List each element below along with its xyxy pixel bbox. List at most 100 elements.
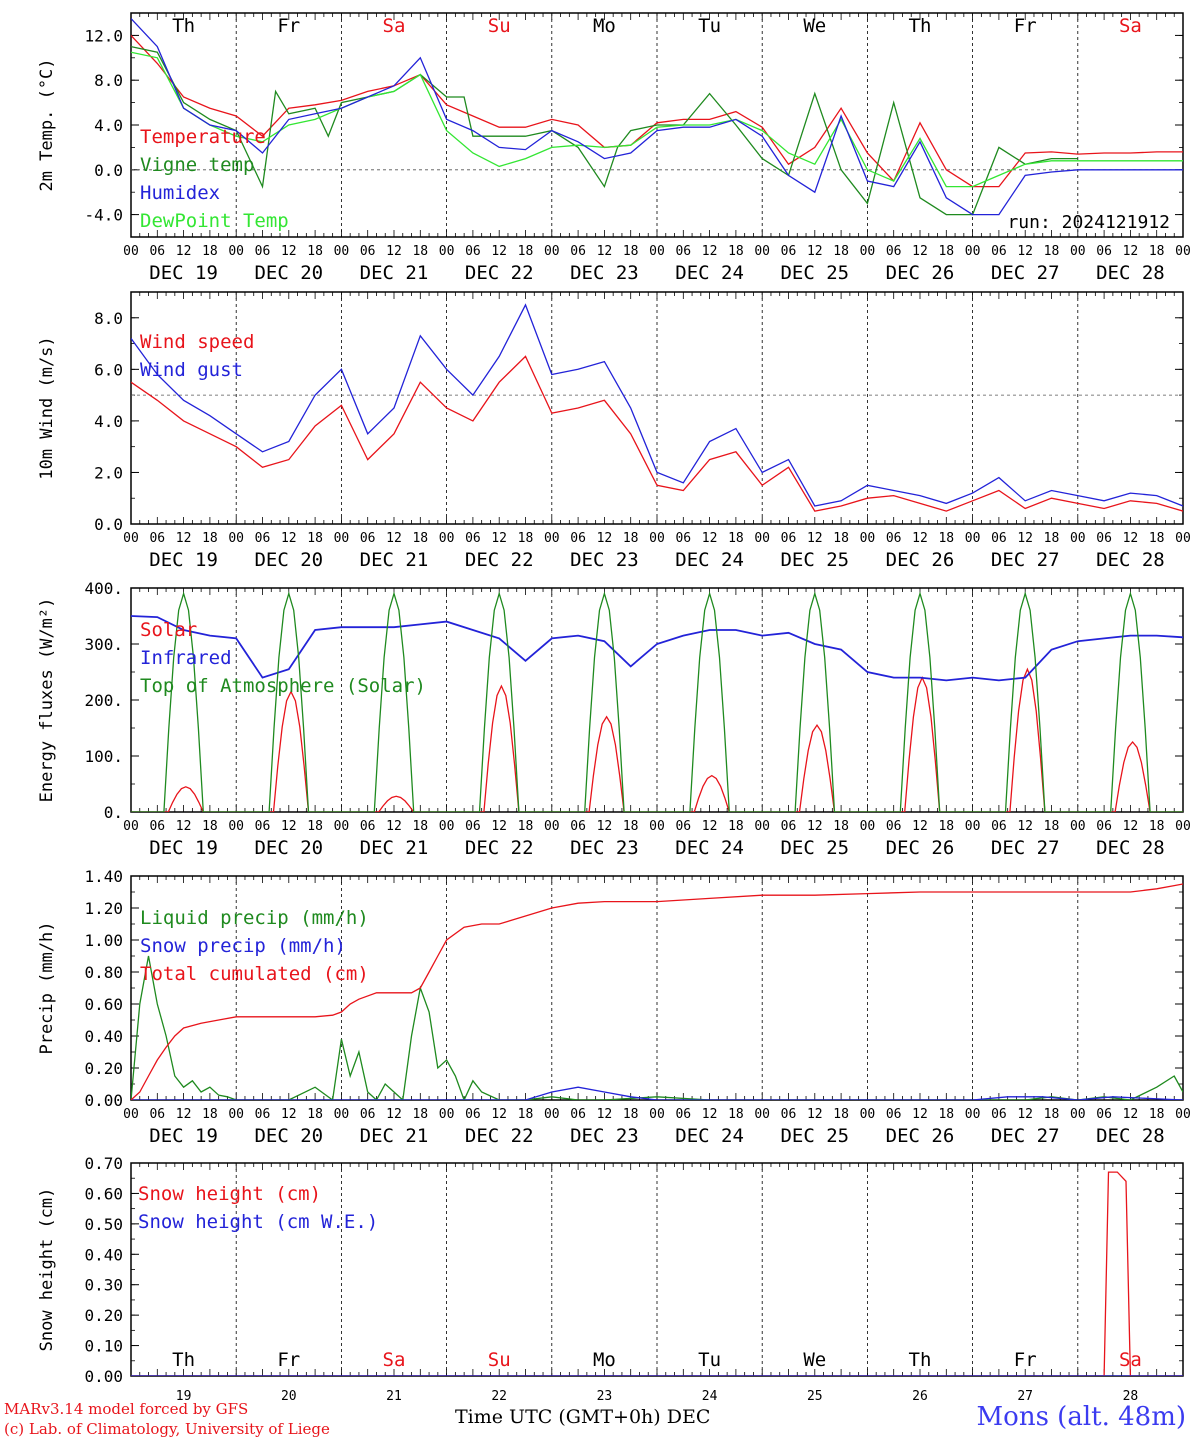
series-line [131,615,1183,682]
y-axis-title: Precip (mm/h) [37,921,57,1054]
hour-tick-label: 00 [544,819,560,834]
y-tick-label: 8.0 [94,71,123,90]
hour-tick-label: 06 [991,244,1007,259]
hour-tick-label: 06 [149,244,165,259]
hour-tick-label: 12 [176,1107,192,1122]
day-label: DEC 19 [149,262,218,284]
day-label: DEC 21 [360,837,429,859]
day-label: DEC 24 [675,262,744,284]
series-line [131,355,1183,512]
hour-tick-label: 00 [754,819,770,834]
y-tick-label: 0.30 [84,1276,123,1295]
y-tick-label: -4.0 [84,206,123,225]
hour-tick-label: 18 [1044,531,1060,546]
legend-entry: Total cumulated (cm) [140,963,369,985]
legend-entry: Humidex [140,182,220,204]
hour-tick-label: 06 [465,1107,481,1122]
hour-tick-label: 00 [439,244,455,259]
hour-tick-label: 06 [781,1107,797,1122]
series-line [131,591,1183,812]
hour-tick-label: 00 [1175,244,1191,259]
hour-tick-label: 06 [570,244,586,259]
hour-tick-label: 18 [1149,531,1165,546]
hour-tick-label: 18 [833,819,849,834]
hour-tick-label: 06 [149,531,165,546]
hour-tick-label: 12 [702,819,718,834]
hour-tick-label: 00 [860,1107,876,1122]
hour-tick-label: 18 [1149,1107,1165,1122]
hour-tick-label: 12 [386,531,402,546]
hour-tick-label: 18 [728,531,744,546]
y-tick-label: 0.20 [84,1306,123,1325]
hour-tick-label: 12 [281,819,297,834]
day-number: 28 [1123,1389,1139,1404]
hour-tick-label: 18 [833,1107,849,1122]
hour-tick-label: 06 [149,1107,165,1122]
hour-tick-label: 12 [807,531,823,546]
hour-tick-label: 12 [176,244,192,259]
hour-tick-label: 12 [491,244,507,259]
hour-tick-label: 12 [1017,1107,1033,1122]
panel-wind: 0.0 2.0 4.0 6.0 8.0 10m Wind (m/s) 00 06 12 18 DEC… [37,291,1191,571]
hour-tick-label: 00 [649,1107,665,1122]
y-tick-label: 0.00 [84,1091,123,1110]
hour-tick-label: 18 [1149,819,1165,834]
hour-tick-label: 12 [281,1107,297,1122]
day-label: DEC 21 [360,549,429,571]
hour-tick-label: 18 [1044,244,1060,259]
hour-tick-label: 00 [123,819,139,834]
series-line [131,18,1183,216]
day-label: DEC 23 [570,837,639,859]
hour-tick-label: 18 [728,819,744,834]
hour-tick-label: 06 [781,244,797,259]
hour-tick-label: 06 [255,244,271,259]
hour-tick-label: 06 [360,1107,376,1122]
hour-tick-label: 18 [833,244,849,259]
hour-tick-label: 06 [255,819,271,834]
hour-tick-label: 18 [518,1107,534,1122]
hour-tick-label: 18 [623,819,639,834]
hour-tick-label: 00 [1070,1107,1086,1122]
hour-tick-label: 18 [202,531,218,546]
hour-tick-label: 00 [334,531,350,546]
legend-entry: Snow height (cm W.E.) [138,1211,378,1233]
day-label: DEC 20 [254,837,323,859]
hour-tick-label: 00 [754,244,770,259]
hour-tick-label: 06 [781,531,797,546]
hour-tick-label: 00 [1175,819,1191,834]
hour-tick-label: 00 [439,531,455,546]
hour-tick-label: 12 [912,819,928,834]
hour-tick-label: 18 [202,1107,218,1122]
hour-tick-label: 18 [938,819,954,834]
panel-snow: 0.00 0.10 0.20 0.30 0.40 0.50 0.60 0.70 Snow hei… [37,1154,1184,1404]
x-axis-label: Time UTC (GMT+0h) DEC [455,1406,711,1428]
day-number: 25 [807,1389,823,1404]
hour-tick-label: 06 [675,244,691,259]
day-label: DEC 28 [1096,837,1165,859]
hour-tick-label: 18 [728,1107,744,1122]
hour-tick-label: 00 [544,531,560,546]
hour-tick-label: 00 [228,1107,244,1122]
hour-tick-label: 06 [570,819,586,834]
hour-tick-label: 06 [465,244,481,259]
panel-temp: -4.0 0.0 4.0 8.0 12.0 2m Temp. (°C) 00 06 12 18 DE… [37,12,1191,284]
hour-tick-label: 00 [228,819,244,834]
y-tick-label: 12.0 [84,26,123,45]
hour-tick-label: 18 [623,531,639,546]
series-line [131,45,1078,216]
y-tick-label: 1.20 [84,899,123,918]
y-tick-label: 0.0 [94,161,123,180]
day-label: DEC 22 [465,549,534,571]
day-number: 24 [702,1389,718,1404]
hour-tick-label: 18 [1044,1107,1060,1122]
y-tick-label: 0.70 [84,1154,123,1173]
run-label: run: 2024121912 [1007,212,1170,233]
weekday-label: Su [488,15,511,37]
day-number: 22 [491,1389,507,1404]
weekday-label: Tu [698,15,721,37]
weekday-label: Tu [698,1349,721,1371]
weekday-label: Fr [1014,15,1037,37]
legend-entry: Vigne temp [140,154,254,176]
series-line [131,883,1183,1100]
hour-tick-label: 00 [860,819,876,834]
